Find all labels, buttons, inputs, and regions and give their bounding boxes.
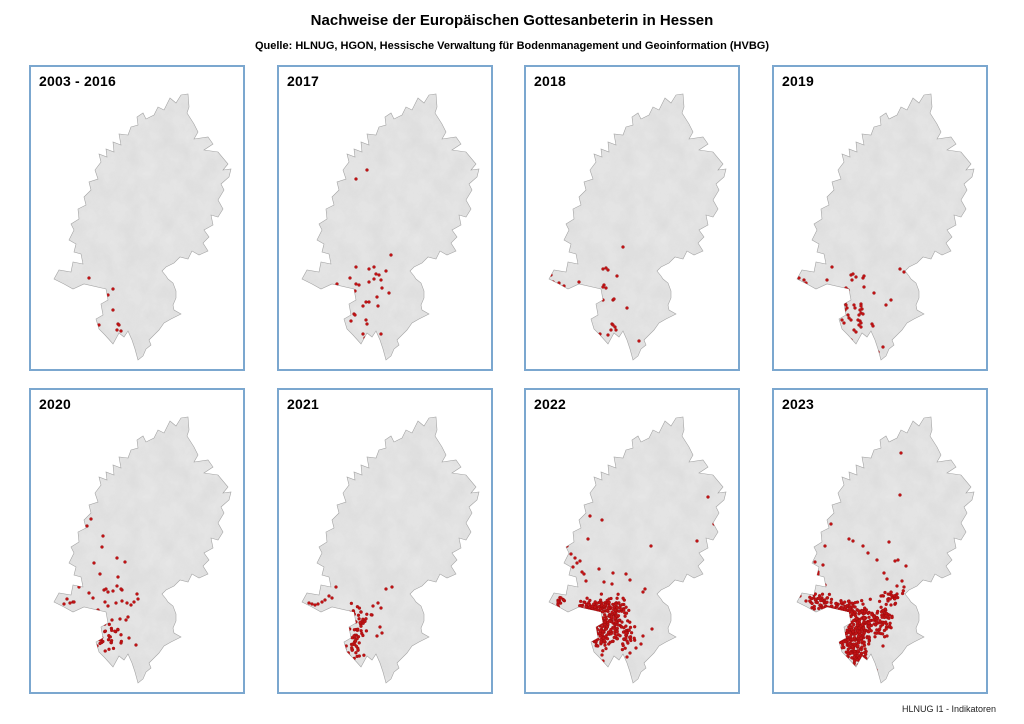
hessen-map xyxy=(548,416,727,684)
panel-year-label: 2022 xyxy=(534,396,566,412)
map-panel-2021: 2021 xyxy=(277,388,493,694)
map-panel-2017: 2017 xyxy=(277,65,493,371)
panel-year-label: 2021 xyxy=(287,396,319,412)
hillshade-texture xyxy=(54,417,231,683)
panel-year-label: 2020 xyxy=(39,396,71,412)
page-title: Nachweise der Europäischen Gottesanbeter… xyxy=(310,12,714,29)
panel-year-label: 2023 xyxy=(782,396,814,412)
map-panel-2020: 2020 xyxy=(29,388,245,694)
footer-credit: HLNUG I1 - Indikatoren xyxy=(901,704,996,714)
panel-year-label: 2003 - 2016 xyxy=(39,73,116,89)
hillshade-texture xyxy=(797,417,974,683)
hessen-map xyxy=(301,416,480,684)
panel-year-label: 2019 xyxy=(782,73,814,89)
hillshade-texture xyxy=(54,94,231,360)
hillshade-texture xyxy=(797,94,974,360)
hessen-map xyxy=(796,93,975,361)
map-panel-2019: 2019 xyxy=(772,65,988,371)
hillshade-texture xyxy=(549,94,726,360)
map-panel-2003-2016: 2003 - 2016 xyxy=(29,65,245,371)
hessen-map xyxy=(548,93,727,361)
hillshade-texture xyxy=(302,94,479,360)
map-panel-2023: 2023 xyxy=(772,388,988,694)
hessen-map xyxy=(301,93,480,361)
hessen-map xyxy=(796,416,975,684)
map-panel-2022: 2022 xyxy=(524,388,740,694)
hillshade-texture xyxy=(302,417,479,683)
panel-year-label: 2017 xyxy=(287,73,319,89)
observation-dots xyxy=(87,276,123,333)
hessen-map xyxy=(53,416,232,684)
hessen-map xyxy=(53,93,232,361)
page-subtitle: Quelle: HLNUG, HGON, Hessische Verwaltun… xyxy=(254,40,769,52)
hillshade-texture xyxy=(549,417,726,683)
map-panel-2018: 2018 xyxy=(524,65,740,371)
panel-year-label: 2018 xyxy=(534,73,566,89)
